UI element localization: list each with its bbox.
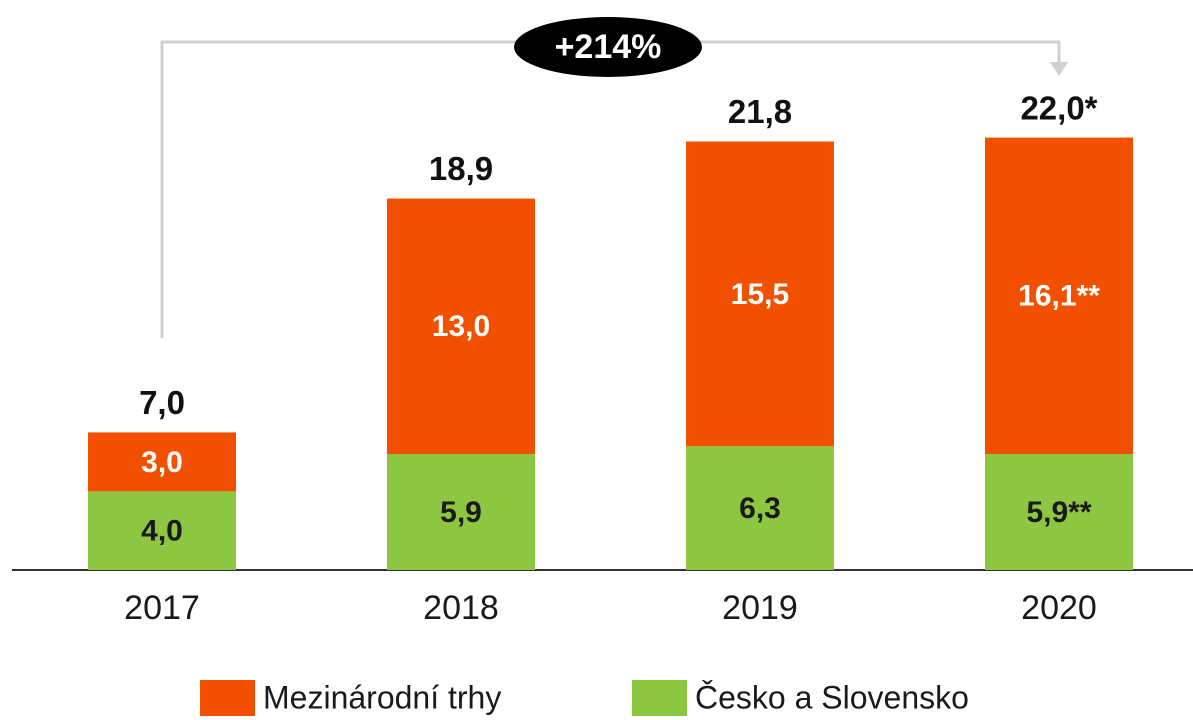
data-label: 13,0	[432, 310, 490, 343]
total-label: 22,0*	[1020, 89, 1097, 126]
bar-segment	[387, 198, 535, 455]
data-label: 5,9	[440, 496, 482, 529]
annotation-badge	[514, 17, 702, 77]
legend-swatch	[200, 680, 255, 716]
bar-segment	[88, 432, 236, 492]
total-label: 7,0	[139, 384, 185, 421]
bar-segment	[686, 446, 834, 570]
x-tick-label: 2018	[423, 589, 499, 627]
bar-segment	[985, 137, 1133, 455]
legend-label: Česko a Slovensko	[695, 679, 969, 715]
bar-segment	[387, 454, 535, 570]
legend-label: Mezinárodní trhy	[263, 679, 501, 715]
arrow-head	[1050, 62, 1068, 76]
bar-segment	[88, 491, 236, 570]
data-label: 3,0	[141, 446, 183, 479]
annotation: +214%	[555, 28, 662, 66]
bar-segment	[686, 141, 834, 447]
x-tick-label: 2017	[124, 589, 200, 627]
legend-swatch	[632, 680, 687, 716]
x-tick-label: 2019	[722, 589, 798, 627]
x-tick-label: 2020	[1021, 589, 1097, 627]
total-label: 18,9	[429, 150, 493, 187]
bar-segment	[985, 454, 1133, 570]
growth-arrow	[160, 40, 1061, 338]
data-label: 6,3	[739, 492, 781, 525]
data-label: 15,5	[731, 278, 789, 311]
data-label: 5,9**	[1026, 496, 1091, 529]
total-label: 21,8	[728, 93, 792, 130]
data-label: 4,0	[141, 515, 183, 548]
data-label: 16,1**	[1018, 280, 1100, 313]
